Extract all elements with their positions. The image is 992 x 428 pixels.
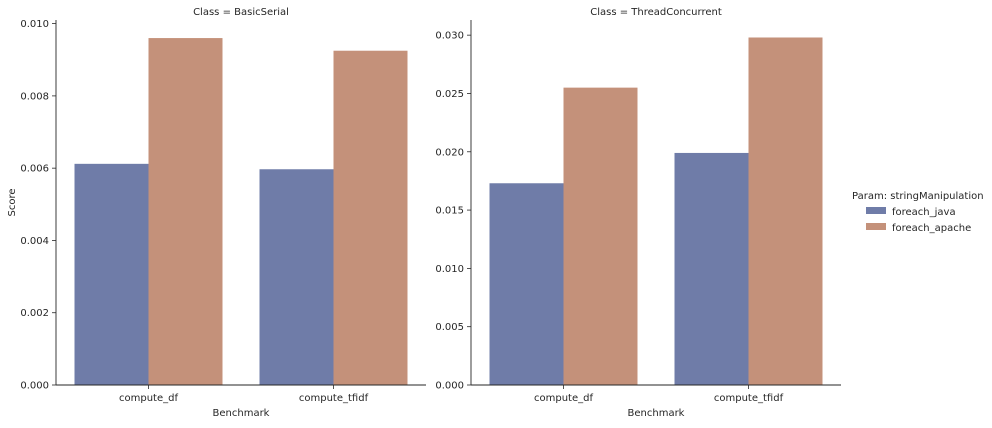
bar-foreach_apache-compute_tfidf (748, 37, 823, 386)
panel-threadconcurrent: compute_df compute_tfidf 0.000 0.005 0.010 0.… (435, 7, 841, 419)
bar-foreach_apache-compute_df (148, 38, 223, 385)
legend: Param: stringManipulation foreach_java f… (852, 191, 984, 234)
bar-foreach_java-compute_tfidf (674, 152, 749, 385)
bar-foreach_java-compute_df (74, 163, 149, 385)
legend-swatch-foreach-java (866, 207, 886, 214)
y-tick-label: 0.000 (435, 381, 464, 392)
y-tick-label: 0.000 (20, 381, 49, 392)
x-axis-title: Benchmark (213, 408, 270, 419)
y-tick-label: 0.010 (435, 264, 464, 275)
x-tick-label: compute_df (534, 393, 593, 404)
y-tick-label: 0.005 (435, 322, 464, 333)
legend-swatch-foreach-apache (866, 223, 886, 230)
bar-foreach_java-compute_tfidf (259, 169, 334, 385)
x-axis-title: Benchmark (628, 408, 685, 419)
panel-basicserial: compute_df compute_tfidf 0.000 0.002 0.004 0.… (7, 7, 426, 419)
panel-title: Class = ThreadConcurrent (590, 7, 722, 18)
y-tick-label: 0.002 (20, 308, 49, 319)
y-axis-title: Score (7, 188, 18, 216)
y-tick-label: 0.030 (435, 31, 464, 42)
bar-foreach_apache-compute_df (563, 87, 638, 386)
y-tick-label: 0.006 (20, 164, 49, 175)
y-tick-label: 0.025 (435, 89, 464, 100)
y-tick-label: 0.008 (20, 91, 49, 102)
bar-foreach_java-compute_df (489, 183, 564, 385)
y-tick-label: 0.010 (20, 19, 49, 30)
y-tick-label: 0.020 (435, 147, 464, 158)
panel-title: Class = BasicSerial (193, 7, 289, 18)
legend-title: Param: stringManipulation (852, 191, 984, 202)
x-tick-label: compute_tfidf (299, 393, 369, 404)
x-tick-label: compute_tfidf (714, 393, 784, 404)
legend-label-foreach-apache: foreach_apache (892, 223, 971, 234)
legend-label-foreach-java: foreach_java (892, 207, 956, 218)
y-tick-label: 0.015 (435, 206, 464, 217)
bar-foreach_apache-compute_tfidf (333, 50, 408, 385)
y-tick-label: 0.004 (20, 236, 49, 247)
x-tick-label: compute_df (119, 393, 178, 404)
